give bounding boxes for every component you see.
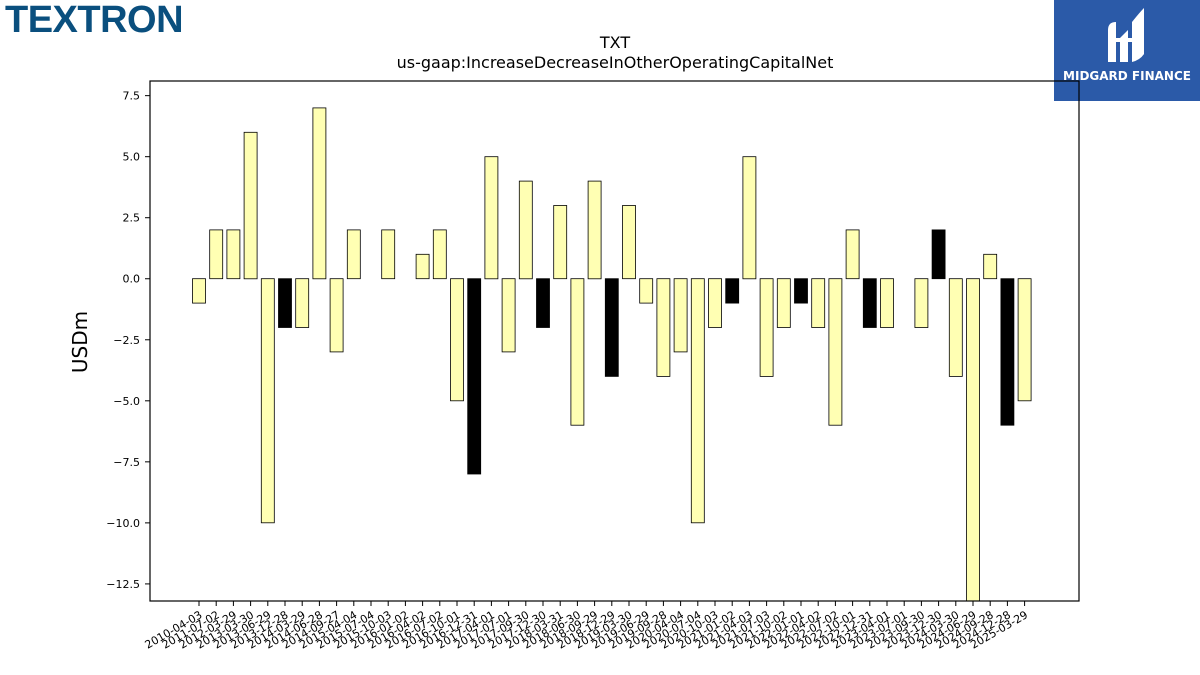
- bar: [346, 229, 361, 280]
- bar: [742, 156, 757, 280]
- bar: [501, 278, 516, 353]
- bar: [880, 278, 894, 328]
- y-tick-label: −10.0: [106, 517, 140, 530]
- bar: [484, 156, 499, 280]
- bar: [278, 278, 292, 328]
- bar: [295, 278, 310, 328]
- bar: [708, 278, 722, 328]
- bar: [656, 278, 671, 377]
- bar: [862, 278, 877, 328]
- bar: [518, 180, 533, 280]
- bar: [673, 278, 688, 353]
- y-tick-label: −12.5: [106, 578, 140, 591]
- chart-subtitle: us-gaap:IncreaseDecreaseInOtherOperating…: [397, 53, 834, 72]
- bar: [260, 278, 275, 524]
- bar: [690, 278, 705, 524]
- bar: [983, 253, 998, 280]
- y-tick-label: 7.5: [123, 90, 141, 103]
- bar: [536, 278, 550, 328]
- midgard-finance-logo: MIDGARD FINANCE: [1054, 0, 1200, 101]
- y-tick-label: −7.5: [113, 456, 140, 469]
- bar: [312, 107, 327, 280]
- bar: [914, 278, 929, 328]
- bar: [622, 205, 636, 280]
- bar: [553, 205, 568, 280]
- y-tick-label: 0.0: [123, 273, 141, 286]
- bar: [931, 229, 946, 280]
- textron-logo: TEXTRON: [5, 0, 184, 41]
- bar: [209, 229, 224, 280]
- bar: [1000, 278, 1015, 426]
- bar: [811, 278, 826, 328]
- bar: [604, 278, 619, 377]
- bar: [467, 278, 482, 475]
- bar: [725, 278, 740, 304]
- y-axis-label: USDm: [68, 311, 92, 373]
- bar: [450, 278, 464, 402]
- bar: [192, 278, 206, 304]
- x-axis: 2010-04-032011-07-022012-03-292013-03-30…: [143, 601, 1030, 652]
- bar: [794, 278, 808, 304]
- y-axis: 7.5 5.0 2.5 0.0 −2.5 −5.0 −7.5 −10.0 −12.5: [106, 90, 150, 591]
- bar: [570, 278, 585, 426]
- bar: [432, 229, 447, 280]
- bar: [587, 180, 602, 280]
- bar: [845, 229, 860, 280]
- plot-frame: [149, 80, 1080, 602]
- bar: [1017, 278, 1032, 402]
- midgard-finance-wordmark: MIDGARD FINANCE: [1063, 69, 1191, 83]
- chart-title: TXT: [599, 33, 630, 52]
- bar: [759, 278, 774, 377]
- y-tick-label: 5.0: [123, 151, 141, 164]
- y-tick-label: −2.5: [113, 334, 140, 347]
- bar: [966, 278, 980, 602]
- bar: [243, 131, 258, 280]
- bar: [948, 278, 963, 377]
- bar: [415, 253, 430, 280]
- bar: [329, 278, 344, 353]
- bar: [828, 278, 843, 426]
- y-tick-label: 2.5: [123, 212, 141, 225]
- bar: [226, 229, 241, 280]
- bar: [639, 278, 654, 304]
- y-tick-label: −5.0: [113, 395, 140, 408]
- bar: [381, 229, 396, 280]
- midgard-logo-icon: [1108, 8, 1144, 62]
- bar: [776, 278, 791, 328]
- bar-series: [192, 107, 1032, 602]
